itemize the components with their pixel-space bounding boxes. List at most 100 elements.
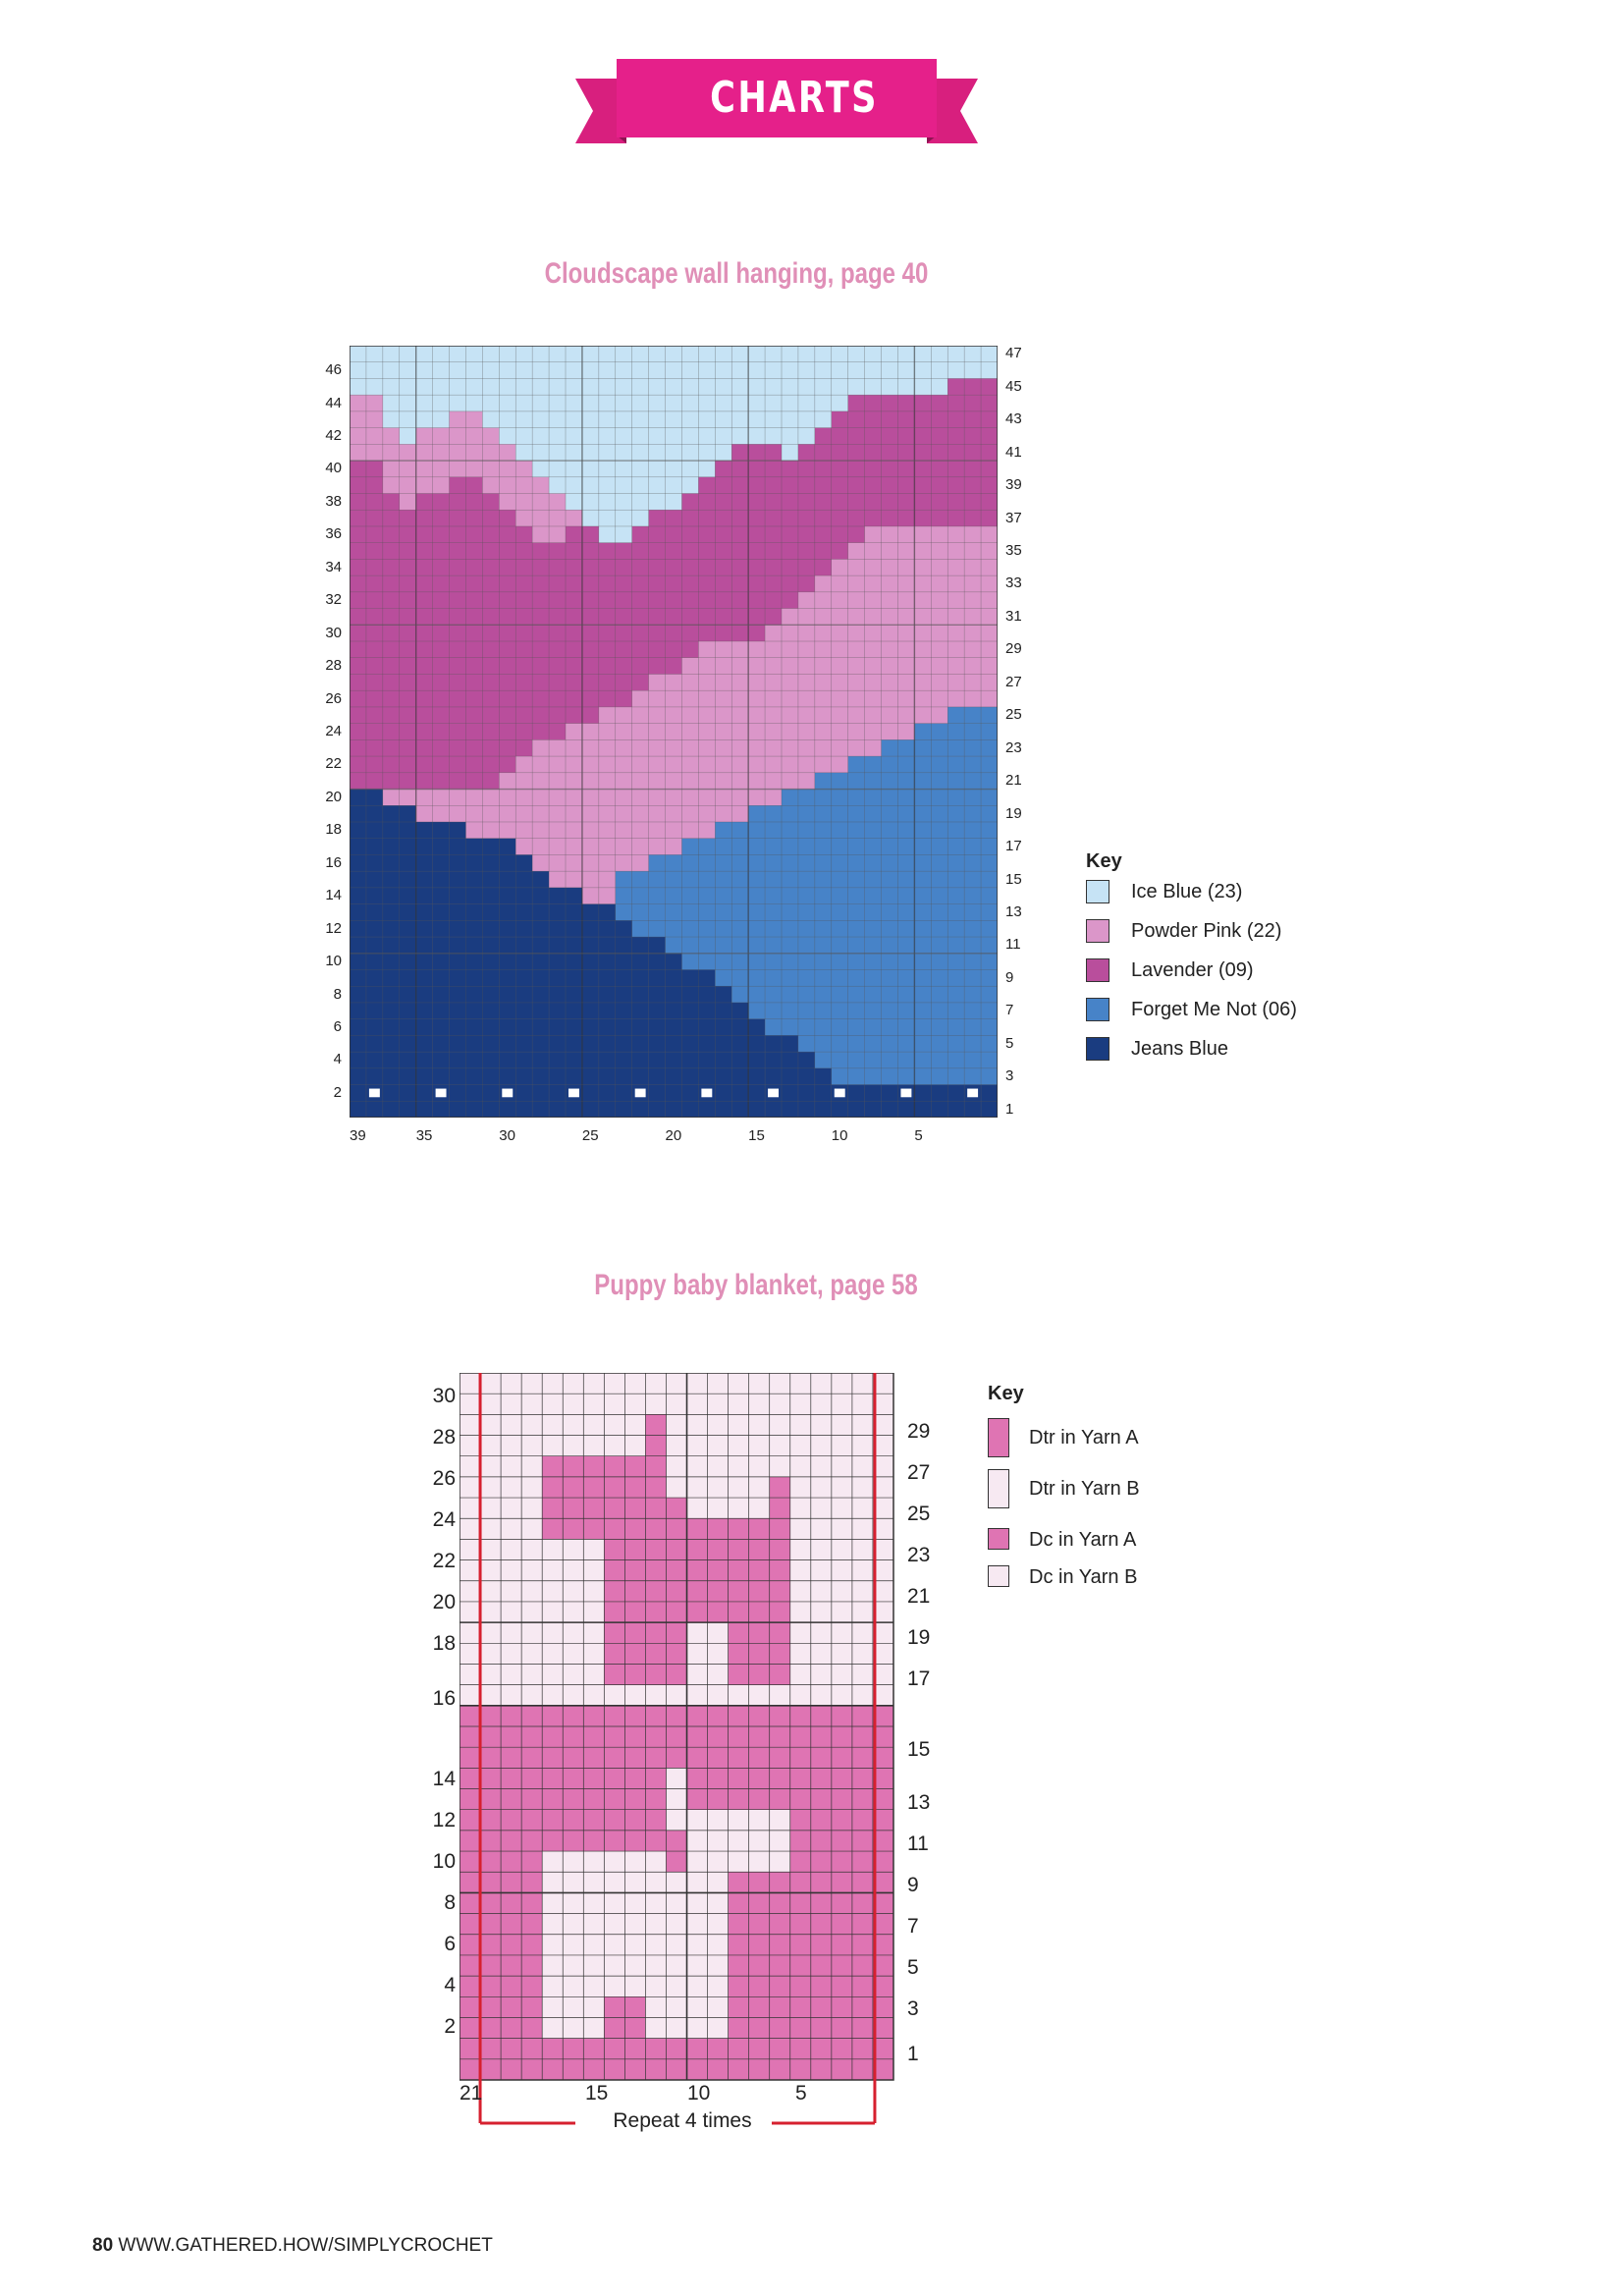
cloudscape-cell (482, 361, 500, 379)
puppy-cell (521, 1601, 543, 1623)
cloudscape-cell (797, 756, 816, 774)
cloudscape-cell (831, 410, 848, 428)
cloudscape-cell (532, 1067, 550, 1085)
cloudscape-cell (981, 674, 998, 691)
puppy-cell (542, 1580, 564, 1603)
cloudscape-cell (765, 657, 783, 675)
cloudscape-cell (814, 525, 833, 543)
cloudscape-cell (365, 1101, 384, 1118)
puppy-cell (604, 1747, 625, 1769)
cloudscape-cell (566, 690, 583, 708)
cloudscape-cell (399, 805, 416, 823)
cloudscape-cell (482, 641, 500, 659)
puppy-cell (769, 1394, 791, 1415)
puppy-cell (563, 1539, 584, 1560)
cloudscape-cell (399, 641, 416, 659)
cloudscape-cell (449, 625, 466, 642)
puppy-cell (460, 1414, 481, 1436)
cloudscape-cell (797, 1018, 816, 1036)
cloudscape-cell (897, 461, 915, 478)
cloudscape-cell (365, 410, 384, 428)
cloudscape-cell (881, 937, 898, 955)
cloudscape-cell (549, 444, 567, 462)
cloudscape-cell (615, 789, 632, 806)
puppy-cell (748, 1934, 771, 1956)
cloudscape-cell (598, 854, 617, 872)
cloudscape-cell (566, 444, 583, 462)
cloudscape-cell (947, 805, 965, 823)
cloudscape-cell (947, 559, 965, 576)
cloudscape-cell (847, 591, 865, 609)
puppy-cell (460, 1830, 481, 1852)
puppy-cell (521, 1622, 543, 1644)
cloudscape-cell (415, 444, 433, 462)
cloudscape-cell (864, 772, 882, 790)
cloudscape-cell (797, 871, 816, 889)
cloudscape-cell (715, 690, 732, 708)
cloudscape-cell (581, 1067, 600, 1085)
cloudscape-cell (648, 1002, 666, 1019)
puppy-cell (460, 1996, 481, 2018)
puppy-cell (707, 2058, 729, 2081)
puppy-cell (542, 1705, 564, 1727)
cloudscape-cell (964, 410, 982, 428)
cloudscape-cell (648, 674, 666, 691)
puppy-row-label: 18 (432, 1632, 456, 1655)
cloudscape-cell (981, 739, 998, 757)
cloudscape-cell (399, 706, 416, 724)
cloudscape-cell (399, 444, 416, 462)
cloudscape-cell (847, 608, 865, 626)
puppy-cell (748, 1851, 771, 1873)
puppy-cell (686, 1913, 708, 1936)
cloudscape-cell (765, 854, 783, 872)
puppy-cell (604, 1580, 625, 1603)
cloudscape-cell (914, 608, 932, 626)
cloudscape-cell (631, 346, 649, 363)
cloudscape-cell (566, 953, 583, 970)
puppy-cell (789, 1622, 812, 1644)
cloudscape-cell (731, 920, 749, 938)
cloudscape-cell (731, 641, 749, 659)
cloudscape-cell (615, 510, 632, 527)
puppy-cell (604, 1559, 625, 1582)
cloudscape-cell (881, 625, 898, 642)
cloudscape-cell (365, 789, 384, 806)
cloudscape-cell (947, 608, 965, 626)
puppy-row-label: 15 (907, 1738, 931, 1761)
key-label: Dc in Yarn A (1029, 1529, 1137, 1551)
puppy-cell (460, 1664, 481, 1685)
cloudscape-cell (931, 1067, 948, 1085)
cloudscape-cell (681, 871, 699, 889)
cloudscape-cell (515, 510, 533, 527)
cloudscape-cell (482, 789, 500, 806)
cloudscape-cell (881, 969, 898, 987)
puppy-cell (748, 1643, 771, 1665)
cloudscape-cell (897, 854, 915, 872)
cloudscape-cell (465, 969, 483, 987)
key-label: Forget Me Not (06) (1131, 999, 1297, 1020)
cloudscape-cell (914, 461, 932, 478)
cloudscape-cell (914, 838, 932, 855)
puppy-cell (645, 2058, 667, 2081)
cloudscape-cell (350, 476, 367, 494)
cloudscape-cell (415, 789, 433, 806)
cloudscape-cell (782, 887, 799, 904)
cloudscape-cell (847, 641, 865, 659)
cloudscape-cell (532, 410, 550, 428)
cloudscape-cell (698, 739, 716, 757)
puppy-cell (460, 1726, 481, 1748)
cloudscape-cell (748, 772, 766, 790)
cloudscape-cell (465, 838, 483, 855)
cloudscape-cell (615, 641, 632, 659)
puppy-cell (645, 1643, 667, 1665)
puppy-column-label: 15 (585, 2082, 609, 2105)
cloudscape-cell (665, 756, 682, 774)
puppy-row-label: 22 (432, 1550, 456, 1572)
cloudscape-cell (964, 854, 982, 872)
puppy-cell (542, 1934, 564, 1956)
puppy-chart (460, 1373, 894, 2125)
cloudscape-cell (847, 690, 865, 708)
cloudscape-cell (532, 937, 550, 955)
puppy-cell (501, 1934, 522, 1956)
cloudscape-cell (947, 838, 965, 855)
